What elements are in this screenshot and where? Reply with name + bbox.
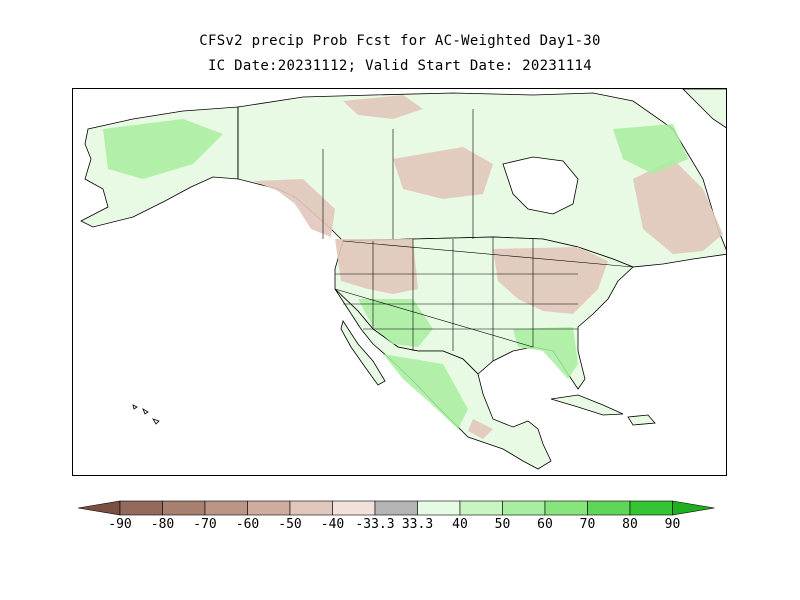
colorbar-segment — [459, 500, 503, 516]
colorbar-tick-label: -33.3 — [355, 517, 395, 532]
colorbar-arrow-right — [672, 500, 715, 516]
below-normal-arctic — [343, 95, 423, 119]
below-normal-yucatan — [468, 419, 493, 439]
colorbar-segment — [374, 500, 418, 516]
water-hudson-bay — [502, 156, 579, 215]
state-borders — [237, 107, 634, 361]
colorbar-segment — [544, 500, 588, 516]
above-normal-labrador — [613, 124, 688, 174]
above-normal-alaska — [103, 119, 223, 179]
above-normal-southwest — [358, 299, 433, 347]
colorbar-segment — [417, 500, 461, 516]
colorbar-tick-label: -80 — [150, 517, 175, 532]
colorbar-segment — [629, 500, 673, 516]
colorbar-segment — [247, 500, 291, 516]
land-hispaniola — [627, 414, 656, 426]
colorbar-tick-label: -40 — [320, 517, 345, 532]
colorbar-segment — [289, 500, 333, 516]
colorbar-tick-label: 70 — [579, 517, 596, 532]
colorbar-tick-label: 50 — [494, 517, 511, 532]
colorbar-tick-label: 80 — [622, 517, 638, 532]
colorbar-tick-label: -50 — [278, 517, 302, 532]
colorbar-segment — [587, 500, 631, 516]
above-normal-southeast — [513, 327, 578, 379]
below-normal-canada-central — [393, 147, 493, 199]
colorbar-tick-label: -90 — [108, 517, 132, 532]
land-baja — [340, 320, 386, 386]
north-america-map — [80, 89, 726, 470]
chart-title: CFSv2 precip Prob Fcst for AC-Weighted D… — [199, 33, 601, 49]
colorbar-segment — [204, 500, 248, 516]
colorbar-segment — [119, 500, 163, 516]
colorbar-tick-label: 90 — [664, 517, 681, 532]
colorbar-segment — [502, 500, 546, 516]
colorbar-tick-label: 33.3 — [401, 517, 434, 532]
colorbar-tick-label: 60 — [537, 517, 553, 532]
colorbar-tick-label: -60 — [235, 517, 260, 532]
colorbar-segment — [162, 500, 206, 516]
land-cuba — [550, 394, 624, 416]
below-normal-quebec — [633, 159, 723, 254]
land-hawaii — [132, 404, 160, 425]
below-normal-great-lakes — [493, 247, 608, 314]
below-normal-pacific-nw — [335, 239, 418, 294]
below-normal-canada-west — [253, 179, 335, 237]
land-greenland — [682, 89, 726, 129]
colorbar-tick-label: -70 — [193, 517, 217, 532]
colorbar-tick-label: 40 — [452, 517, 468, 532]
chart-subtitle: IC Date:20231112; Valid Start Date: 2023… — [207, 58, 593, 74]
above-normal-mexico — [383, 354, 468, 429]
colorbar-arrow-left — [78, 500, 121, 516]
map-frame — [72, 88, 727, 476]
colorbar — [78, 500, 715, 516]
colorbar-segment — [332, 500, 376, 516]
